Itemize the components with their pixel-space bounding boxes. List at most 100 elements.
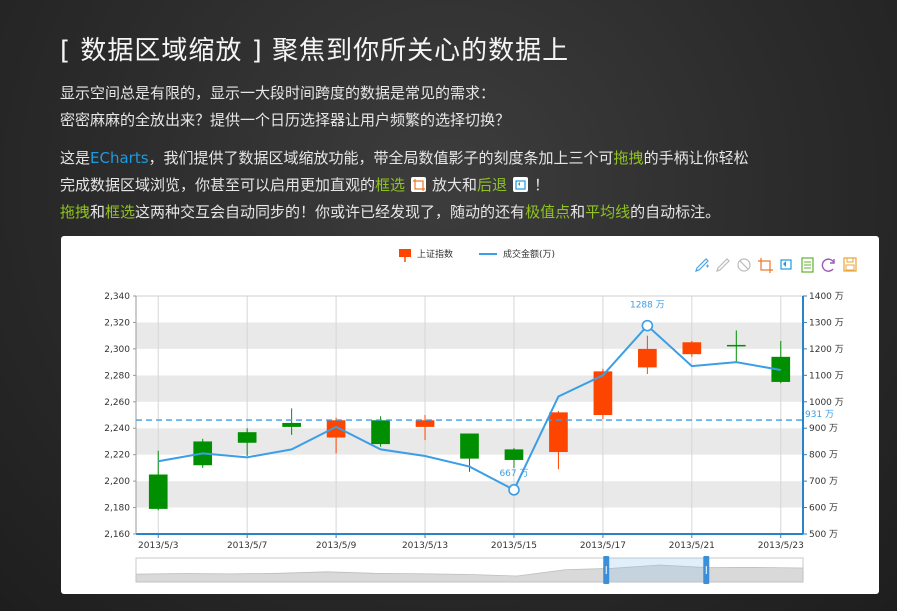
data-view-icon[interactable] [799,256,817,274]
candle [593,368,613,419]
eraser-shape [716,258,730,272]
right-tick-label: 1400 万 [809,292,844,302]
average-mark-label: 931 万 [805,410,834,420]
echarts-link[interactable]: ECharts [90,149,149,167]
zoom-corners [758,258,773,273]
right-tick-label: 700 万 [809,477,838,487]
left-tick-label: 2,220 [104,451,130,461]
datazoom-selection[interactable] [606,558,707,582]
zoom-select-icon [411,177,427,192]
min-mark-point [508,484,520,496]
x-tick-label: 2013/5/15 [491,541,537,551]
candlestick-series[interactable] [148,330,791,511]
clear-slash [739,260,749,270]
candle [460,433,479,472]
candle [638,335,657,375]
right-tick-label: 1200 万 [809,345,844,355]
legend-candle-swatch [399,249,411,257]
intro-line-1: 显示空间总是有限的，显示一大段时间跨度的数据是常见的需求： [60,84,496,102]
grid-band [136,375,803,402]
toolbox-hit-area [757,256,775,274]
left-tick-label: 2,180 [104,504,130,514]
candle-body [282,422,301,427]
drag-highlight: 拖拽 [60,203,91,221]
pencil-shape [695,258,709,272]
x-tick-label: 2013/5/13 [402,541,448,551]
candle-body [148,474,168,509]
candle-body [371,420,390,445]
x-tick-label: 2013/5/23 [758,541,804,551]
restore-arrow [830,259,835,264]
grid-band [136,348,803,376]
zoom-back-icon[interactable] [778,256,796,274]
candle-body [549,412,568,453]
text-span: ！ [534,176,550,194]
grid-band [136,401,803,429]
grid-band [136,296,803,323]
right-tick-label: 1000 万 [809,398,844,408]
doc-rect [801,257,814,273]
candlestick-chart[interactable]: 2,160 2,180 2,200 2,220 2,240 2,260 2,280 2,300… [61,236,879,594]
toolbox[interactable] [694,256,859,274]
left-tick-label: 2,320 [104,318,130,328]
datazoom-slider[interactable] [135,556,804,584]
candle [237,428,257,456]
grid-band [136,481,803,508]
left-tick-label: 2,160 [104,530,130,540]
feature-line-2: 完成数据区域浏览，你甚至可以启用更加直观的框选 放大和后退 ！ [60,172,749,199]
zoom-select-icon[interactable] [757,256,775,274]
right-tick-label: 1100 万 [809,371,844,381]
candle [504,448,524,468]
left-tick-label: 2,340 [104,292,130,302]
text-span: 这是 [60,149,91,167]
text-span: ，我们提供了数据区域缩放功能，带全局数值影子的刻度条加上三个可 [148,149,614,167]
candle [682,340,702,357]
candle [326,417,346,454]
text-span: 放大和 [432,176,478,194]
volume-line [158,324,781,492]
chart-card: 2,160 2,180 2,200 2,220 2,240 2,260 2,280 2,300… [61,236,879,594]
legend[interactable]: 上证指数 成交金额(万) [399,248,555,262]
legend-label-line: 成交金额(万) [503,248,555,260]
feature-line-3: 拖拽和框选这两种交互会自动同步的！你或许已经发现了，随动的还有极值点和平均线的自… [60,199,749,226]
save-bottom [845,264,855,271]
left-tick-label: 2,240 [104,424,130,434]
max-mark-point [641,319,654,332]
candle [549,411,568,470]
candle [371,416,390,447]
left-axis-labels: 2,160 2,180 2,200 2,220 2,240 2,260 2,280 2,300… [104,292,136,540]
min-mark-label: 667 万 [499,469,528,479]
back-highlight: 后退 [477,176,508,194]
clear-icon[interactable] [736,256,754,274]
candle [726,330,746,363]
x-tick-label: 2013/5/3 [138,541,178,551]
right-tick-label: 800 万 [809,451,838,461]
pencil-icon[interactable] [694,256,712,274]
plus-shape [706,264,709,268]
intro-line-2: 密密麻麻的全放出来？提供一个日历选择器让用户频繁的选择切换？ [60,111,511,129]
doc-lines [804,261,811,269]
text-span: 和 [90,203,106,221]
volume-line-series[interactable] [158,324,781,492]
back-arrow [783,261,786,267]
x-axis-labels: 2013/5/3 2013/5/7 2013/5/9 2013/5/13 2013/5/… [138,534,804,551]
candle-body [237,432,257,443]
x-tick-label: 2013/5/17 [580,541,626,551]
back-rect [780,259,792,270]
datazoom-data-shadow [135,564,804,583]
restore-icon[interactable] [820,256,838,274]
zoom-rect [760,260,771,271]
eraser-icon[interactable] [715,256,733,274]
x-tick-label: 2013/5/7 [227,541,267,551]
save-image-icon[interactable] [841,256,859,274]
mark-annotations: 1288 万 667 万 931 万 [136,301,834,496]
left-tick-label: 2,280 [104,371,130,381]
average-line-highlight: 平均线 [585,203,631,221]
candle-body [593,371,613,415]
left-tick-label: 2,300 [104,345,130,355]
slide-title: [ 数据区域缩放 ] 聚焦到你所关心的数据上 [60,36,570,66]
text-span: 这两种交互会自动同步的！你或许已经发现了，随动的还有 [135,203,526,221]
candle-body [415,420,435,427]
right-tick-label: 1300 万 [809,318,844,328]
extreme-point-highlight: 极值点 [525,203,571,221]
